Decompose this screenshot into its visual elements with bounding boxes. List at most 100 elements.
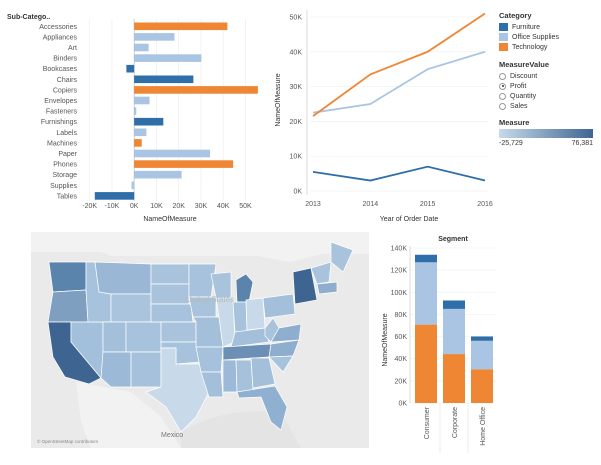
state-arizona[interactable]	[100, 351, 132, 388]
segment-y-tick-label: 80K	[395, 312, 408, 319]
state-massachusetts[interactable]	[316, 281, 338, 295]
bar-x-tick-label: 30K	[195, 203, 208, 210]
office-supplies-swatch	[499, 33, 508, 41]
segment-bar-office-supplies[interactable]	[415, 262, 437, 325]
state-south-dakota[interactable]	[150, 283, 190, 305]
bar-category-label: Binders	[53, 56, 77, 63]
measure-option-quantity[interactable]: Quantity	[499, 91, 595, 101]
state-montana[interactable]	[94, 261, 152, 295]
state-north-dakota[interactable]	[150, 263, 190, 285]
state-ohio[interactable]	[245, 297, 266, 331]
bar-x-axis-title: NameOfMeasure	[143, 216, 196, 223]
measure-legend-title: Measure	[499, 118, 530, 127]
state-utah[interactable]	[102, 321, 127, 353]
subcategory-bar[interactable]	[134, 54, 202, 62]
mexico-area	[76, 382, 181, 448]
measure-option-profit[interactable]: Profit	[499, 81, 595, 91]
line-series-furniture[interactable]	[312, 165, 486, 182]
state-kansas[interactable]	[160, 321, 197, 343]
bar-category-label: Supplies	[50, 183, 77, 190]
subcategory-header: Sub-Catego..	[7, 14, 50, 21]
subcategory-bar[interactable]	[134, 96, 150, 105]
measure-option-discount[interactable]: Discount	[499, 71, 595, 81]
measure-option-label: Discount	[510, 72, 538, 80]
segment-bar-furniture[interactable]	[415, 254, 437, 263]
subcategory-bar[interactable]	[134, 170, 182, 179]
state-mississippi[interactable]	[222, 359, 238, 393]
subcategory-bar[interactable]	[134, 75, 194, 84]
state-michigan[interactable]	[235, 273, 254, 303]
state-washington[interactable]	[48, 261, 87, 293]
line-x-tick-label: 2016	[477, 201, 493, 208]
state-pennsylvania[interactable]	[262, 293, 296, 319]
category-legend: Category Furniture Office Supplies Techn…	[499, 11, 595, 52]
state-wyoming[interactable]	[110, 293, 152, 323]
bar-category-label: Labels	[56, 130, 77, 137]
measure-color-legend: Measure -25,729 76,381	[499, 118, 595, 147]
furniture-swatch	[499, 23, 508, 31]
state-vermont-nh[interactable]	[310, 261, 332, 285]
subcategory-bar[interactable]	[134, 128, 147, 137]
legend-item-office-supplies[interactable]: Office Supplies	[499, 32, 595, 42]
segment-bar-furniture[interactable]	[471, 336, 493, 341]
legend-item-furniture[interactable]: Furniture	[499, 22, 595, 32]
state-new-york[interactable]	[292, 267, 318, 305]
measure-max: 76,381	[571, 140, 593, 147]
radio-sales[interactable]	[499, 102, 506, 110]
legend-item-technology[interactable]: Technology	[499, 42, 595, 52]
radio-quantity[interactable]	[499, 92, 506, 100]
segment-bar-technology[interactable]	[443, 354, 465, 403]
state-florida[interactable]	[236, 385, 288, 431]
segment-bar-office-supplies[interactable]	[471, 340, 493, 370]
subcategory-bar[interactable]	[134, 22, 228, 31]
measure-option-sales[interactable]: Sales	[499, 101, 595, 111]
subcategory-bar[interactable]	[134, 139, 142, 147]
subcategory-bar[interactable]	[134, 33, 175, 41]
line-series-office-supplies[interactable]	[312, 50, 486, 114]
state-new-mexico[interactable]	[130, 351, 162, 388]
line-series-technology[interactable]	[312, 12, 486, 117]
subcategory-bar[interactable]	[134, 149, 211, 158]
state-tennessee[interactable]	[222, 343, 272, 361]
radio-discount[interactable]	[499, 72, 506, 80]
state-alabama[interactable]	[235, 359, 254, 393]
segment-bar-office-supplies[interactable]	[443, 308, 465, 355]
state-kentucky[interactable]	[230, 327, 270, 348]
subcategory-bar[interactable]	[94, 192, 135, 200]
state-minnesota[interactable]	[188, 263, 217, 298]
subcategory-bar[interactable]	[134, 43, 149, 52]
state-louisiana[interactable]	[200, 371, 224, 398]
segment-bar-technology[interactable]	[471, 369, 493, 403]
state-nebraska[interactable]	[150, 303, 194, 323]
bar-category-label: Bookcases	[43, 66, 78, 73]
bar-category-label: Fasteners	[46, 109, 78, 116]
state-indiana[interactable]	[232, 301, 248, 333]
state-arkansas[interactable]	[195, 346, 224, 373]
radio-profit[interactable]	[499, 82, 506, 90]
subcategory-bar[interactable]	[134, 160, 234, 168]
us-map[interactable]: United States Mexico © OpenStreetMap con…	[31, 232, 369, 448]
subcategory-bar[interactable]	[134, 86, 258, 94]
subcategory-bar[interactable]	[131, 181, 135, 190]
bar-x-tick-label: -20K	[82, 203, 97, 210]
state-illinois[interactable]	[215, 297, 236, 348]
bar-category-label: Paper	[58, 151, 77, 158]
subcategory-bar[interactable]	[134, 107, 137, 115]
bar-category-label: Accessories	[39, 24, 77, 31]
line-y-tick-label: 40K	[290, 49, 303, 56]
state-colorado[interactable]	[125, 321, 162, 353]
state-south-carolina[interactable]	[268, 355, 294, 373]
segment-bar-furniture[interactable]	[443, 300, 465, 309]
segment-bar-technology[interactable]	[415, 324, 437, 403]
state-maine[interactable]	[330, 241, 354, 273]
state-oregon[interactable]	[47, 289, 89, 323]
state-virginia[interactable]	[270, 323, 302, 343]
state-texas[interactable]	[145, 347, 210, 433]
map-mexico-label: Mexico	[161, 432, 183, 439]
state-georgia[interactable]	[250, 357, 276, 389]
state-missouri[interactable]	[192, 316, 224, 348]
subcategory-bar[interactable]	[126, 64, 135, 73]
subcategory-bar[interactable]	[134, 117, 164, 126]
measure-gradient-bar	[499, 129, 593, 138]
line-y-tick-label: 10K	[290, 154, 303, 161]
